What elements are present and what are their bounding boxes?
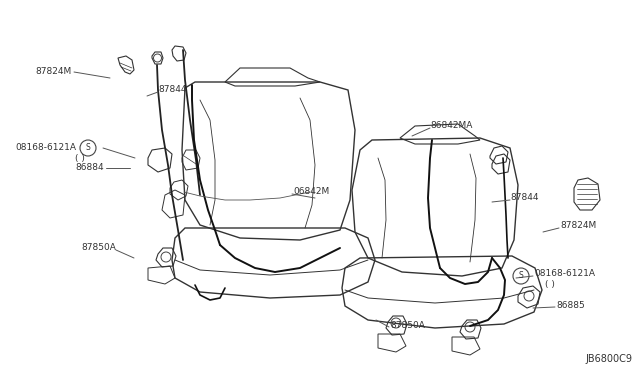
- Text: 87844: 87844: [510, 193, 538, 202]
- Text: 08168-6121A: 08168-6121A: [534, 269, 595, 279]
- Text: 06842M: 06842M: [293, 187, 329, 196]
- Text: 87844: 87844: [158, 86, 186, 94]
- Text: 87824M: 87824M: [36, 67, 72, 77]
- Text: JB6800C9: JB6800C9: [585, 354, 632, 364]
- Text: 86842MA: 86842MA: [430, 122, 472, 131]
- Text: S: S: [86, 144, 90, 153]
- Text: 87850A: 87850A: [390, 321, 425, 330]
- Text: S: S: [518, 272, 524, 280]
- Text: ( ): ( ): [545, 279, 555, 289]
- Text: 86885: 86885: [556, 301, 585, 311]
- Text: 87850A: 87850A: [81, 244, 116, 253]
- Text: 86884: 86884: [76, 164, 104, 173]
- Text: 87824M: 87824M: [560, 221, 596, 231]
- Text: ( ): ( ): [75, 154, 85, 163]
- Text: 08168-6121A: 08168-6121A: [15, 144, 76, 153]
